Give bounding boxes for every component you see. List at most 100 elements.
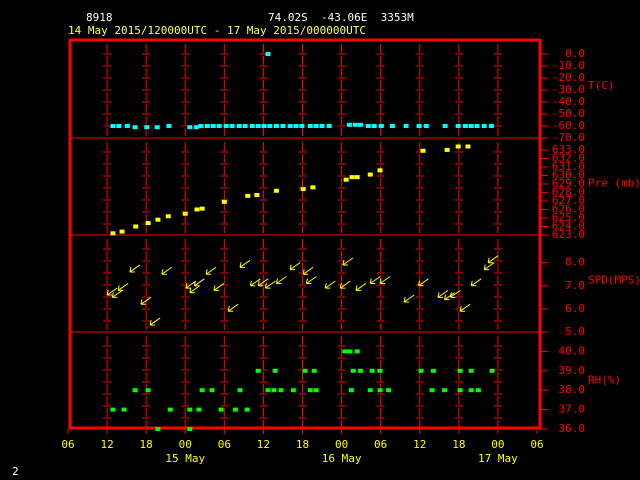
day-label: 15 May [165,452,205,465]
point [237,388,243,393]
point [429,388,435,393]
point [347,349,353,354]
point [313,388,319,393]
point [442,124,448,129]
point [489,368,495,373]
point [389,124,395,129]
point [280,124,286,129]
wind-arrow [355,283,367,291]
wind-arrow [140,296,152,305]
point [346,122,352,127]
point [319,124,325,129]
grid-cross [454,248,463,322]
wind-arrow [249,278,261,287]
point [216,124,222,129]
point [199,388,205,393]
point [124,124,130,129]
point [187,407,193,412]
wind-arrow [444,292,455,301]
point [145,221,151,226]
point [307,124,313,129]
y-tick-label: 5.0 [565,325,585,338]
point [196,407,202,412]
point [271,388,277,393]
y-tick-label: -70.0 [552,131,585,144]
grid-cross [220,53,229,127]
point [348,388,354,393]
grid-cross [142,53,151,127]
point [229,124,235,129]
x-tick-label: 12 [100,438,113,451]
page-number: 2 [12,465,19,478]
grid-cross [181,53,190,127]
point [245,193,251,198]
point [267,124,273,129]
point [110,231,116,236]
point [167,407,173,412]
point [199,206,205,211]
point [144,125,150,130]
y-tick-label: 623.0 [552,228,585,241]
point [300,187,306,192]
y-tick-label: -10.0 [552,59,585,72]
wind-arrow [193,278,205,287]
point [198,124,204,129]
grid-cross [493,248,502,322]
point [474,124,480,129]
point [223,124,229,129]
y-tick-label: -40.0 [552,95,585,108]
x-tick-label: 12 [257,438,270,451]
point [236,124,242,129]
point [287,124,293,129]
y-tick-label: 624.0 [552,219,585,232]
point [299,124,305,129]
point [423,124,429,129]
point [302,368,308,373]
grid-cross [181,248,190,322]
point [254,193,260,198]
grid-cross [454,151,463,225]
point [310,185,316,190]
point [265,388,271,393]
wind-arrow [213,283,225,291]
point [442,388,448,393]
point [342,349,348,354]
station-id: 8918 [86,11,113,24]
wind-arrow [339,280,351,289]
x-tick-label: 12 [413,438,426,451]
point [244,407,250,412]
y-tick-label: 629.0 [552,177,585,190]
grid-cross [493,53,502,127]
grid-cross [259,151,268,225]
point [232,407,238,412]
x-tick-label: 18 [140,438,153,451]
point [255,368,261,373]
y-tick-label: 6.0 [565,302,585,315]
axis-label: T(C) [588,79,615,92]
point [155,217,161,222]
wind-arrow [470,278,482,287]
point [155,427,161,431]
y-tick-label: -50.0 [552,107,585,120]
point [290,388,296,393]
point [249,124,255,129]
point [352,122,358,127]
point [468,388,474,393]
wind-arrow [483,262,495,271]
point [354,349,360,354]
grid-cross [337,345,346,419]
point [365,124,371,129]
wind-arrow [379,276,391,284]
point [371,124,377,129]
grid-cross [181,151,190,225]
grid-cross [220,248,229,322]
wind-arrow [487,255,499,264]
point [242,124,248,129]
wind-arrow [129,264,141,273]
y-tick-label: 627.0 [552,194,585,207]
point [293,124,299,129]
grid-cross [298,248,307,322]
grid-cross [376,248,385,322]
point [455,144,461,149]
